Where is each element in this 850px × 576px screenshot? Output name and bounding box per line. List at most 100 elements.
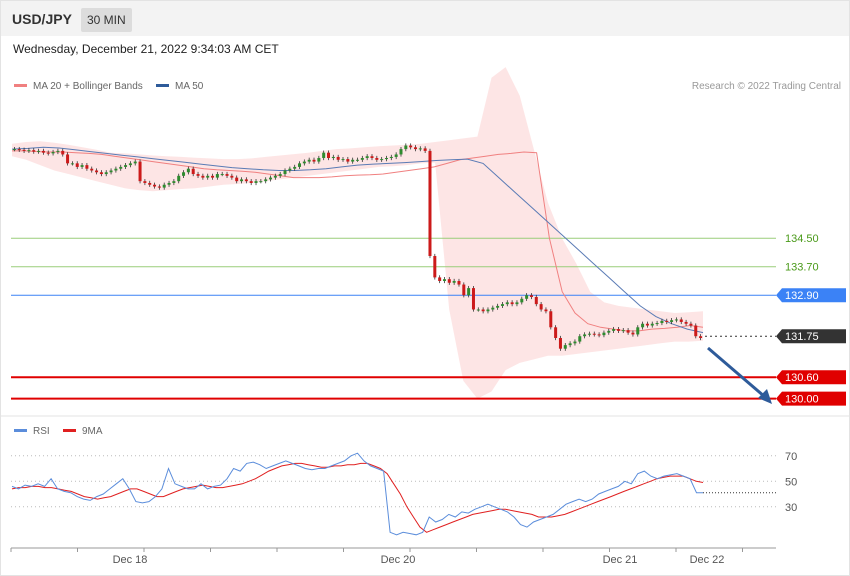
candle-body bbox=[12, 149, 16, 151]
candle-body bbox=[365, 156, 369, 159]
candle-body bbox=[264, 179, 268, 182]
candle-body bbox=[61, 150, 65, 155]
candle-body bbox=[404, 145, 408, 150]
legend-ma50: MA 50 bbox=[156, 81, 203, 92]
rsi-tick-70: 70 bbox=[785, 451, 797, 463]
candle-body bbox=[322, 152, 326, 159]
candle-body bbox=[215, 174, 219, 178]
candle-body bbox=[452, 280, 456, 283]
candle-body bbox=[153, 184, 157, 187]
candle-body bbox=[298, 163, 302, 167]
candle-body bbox=[520, 298, 524, 303]
candle-body bbox=[351, 159, 355, 162]
legend-rsi-label: RSI bbox=[33, 426, 50, 437]
candle-body bbox=[114, 168, 118, 171]
candle-body bbox=[689, 323, 693, 326]
legend-9ma-label: 9MA bbox=[82, 426, 103, 437]
candle-body bbox=[70, 163, 74, 165]
candle-body bbox=[592, 333, 596, 335]
level-label-130.00: 130.00 bbox=[785, 394, 819, 406]
legend-ma20: MA 20 + Bollinger Bands bbox=[14, 81, 143, 92]
legend-rsi: RSI bbox=[14, 426, 50, 437]
candle-body bbox=[418, 148, 422, 150]
candle-body bbox=[51, 151, 55, 154]
candle-body bbox=[384, 158, 388, 160]
candle-body bbox=[428, 150, 432, 257]
candle-body bbox=[636, 327, 640, 335]
candle-body bbox=[269, 177, 273, 180]
candle-body bbox=[399, 149, 403, 155]
candle-body bbox=[684, 321, 688, 324]
candle-body bbox=[307, 159, 311, 162]
candle-body bbox=[476, 309, 480, 311]
candle-body bbox=[375, 158, 379, 160]
legend-9ma: 9MA bbox=[63, 426, 103, 437]
ma20-line bbox=[12, 150, 704, 332]
candle-body bbox=[457, 280, 461, 285]
candle-body bbox=[336, 156, 340, 160]
candle-body bbox=[177, 175, 181, 182]
candle-body bbox=[312, 159, 316, 162]
candle-body bbox=[370, 156, 374, 159]
ma50-swatch bbox=[156, 83, 169, 87]
candle-body bbox=[409, 145, 413, 148]
candle-body bbox=[148, 182, 152, 185]
candle-body bbox=[273, 175, 277, 178]
research-credit: Research © 2022 Trading Central bbox=[691, 81, 841, 92]
candle-body bbox=[534, 297, 538, 305]
candle-body bbox=[380, 159, 384, 161]
x-tick-label: Dec 21 bbox=[603, 554, 638, 566]
candle-body bbox=[162, 184, 166, 188]
candle-body bbox=[182, 172, 186, 176]
candle-body bbox=[128, 163, 132, 166]
candle-body bbox=[568, 343, 572, 346]
symbol-label: USD/JPY bbox=[12, 11, 72, 27]
candle-body bbox=[46, 152, 50, 154]
timeframe-button[interactable]: 30 MIN bbox=[81, 8, 132, 32]
candle-body bbox=[544, 309, 548, 312]
candle-body bbox=[288, 168, 292, 171]
candle-body bbox=[346, 159, 350, 162]
level-label-130.60: 130.60 bbox=[785, 372, 819, 384]
candle-body bbox=[191, 168, 195, 175]
candle-body bbox=[360, 158, 364, 160]
candle-body bbox=[356, 159, 359, 161]
candle-body bbox=[167, 182, 171, 185]
candle-body bbox=[249, 181, 253, 183]
ma20-swatch bbox=[14, 83, 27, 87]
candle-body bbox=[660, 320, 664, 324]
ma9-swatch bbox=[63, 428, 76, 432]
candle-body bbox=[283, 170, 287, 175]
candle-body bbox=[665, 320, 669, 322]
candle-body bbox=[119, 166, 123, 169]
candle-body bbox=[124, 165, 128, 167]
candle-body bbox=[515, 302, 519, 305]
candle-body bbox=[433, 256, 437, 278]
candle-body bbox=[206, 175, 210, 178]
candle-body bbox=[616, 329, 620, 331]
candle-body bbox=[674, 319, 678, 321]
ma50-line bbox=[11, 146, 704, 334]
candle-body bbox=[578, 336, 582, 342]
candle-body bbox=[597, 334, 601, 336]
legend-ma20-label: MA 20 + Bollinger Bands bbox=[33, 81, 143, 92]
candle-body bbox=[172, 181, 176, 183]
candle-body bbox=[670, 320, 674, 322]
candle-body bbox=[41, 150, 45, 153]
candle-body bbox=[99, 172, 103, 175]
candle-body bbox=[341, 159, 345, 161]
candle-body bbox=[235, 177, 239, 182]
candle-body bbox=[201, 175, 205, 178]
candle-body bbox=[462, 284, 466, 296]
candle-body bbox=[631, 332, 635, 335]
candle-body bbox=[293, 166, 297, 169]
candle-body bbox=[481, 309, 485, 312]
candle-body bbox=[394, 154, 398, 157]
candle-body bbox=[220, 174, 224, 176]
level-tag-131.75 bbox=[776, 329, 846, 344]
level-label-133.70: 133.70 bbox=[785, 262, 819, 274]
top-bar: USD/JPY 30 MIN bbox=[1, 1, 849, 36]
candle-body bbox=[90, 168, 94, 171]
rsi-tick-30: 30 bbox=[785, 502, 797, 514]
